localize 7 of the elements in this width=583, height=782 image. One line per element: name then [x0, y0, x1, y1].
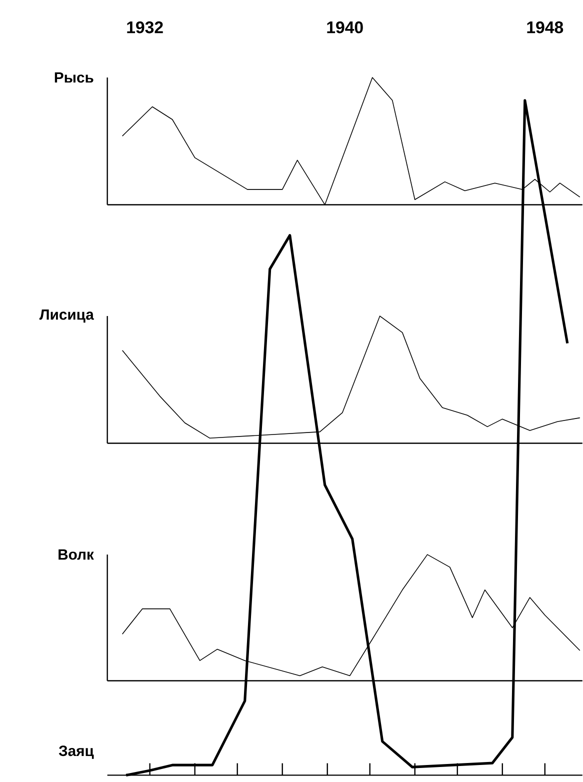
y-axis-title: Волк: [58, 549, 94, 560]
x-tick-label: 1940: [327, 21, 363, 34]
x-tick-label: 1948: [527, 21, 564, 34]
y-axis-title: Рысь: [54, 72, 94, 83]
y-axis-title: Лисица: [39, 309, 94, 323]
x-tick-label: 1932: [127, 21, 163, 34]
y-axis-title: Заяц: [58, 746, 94, 759]
